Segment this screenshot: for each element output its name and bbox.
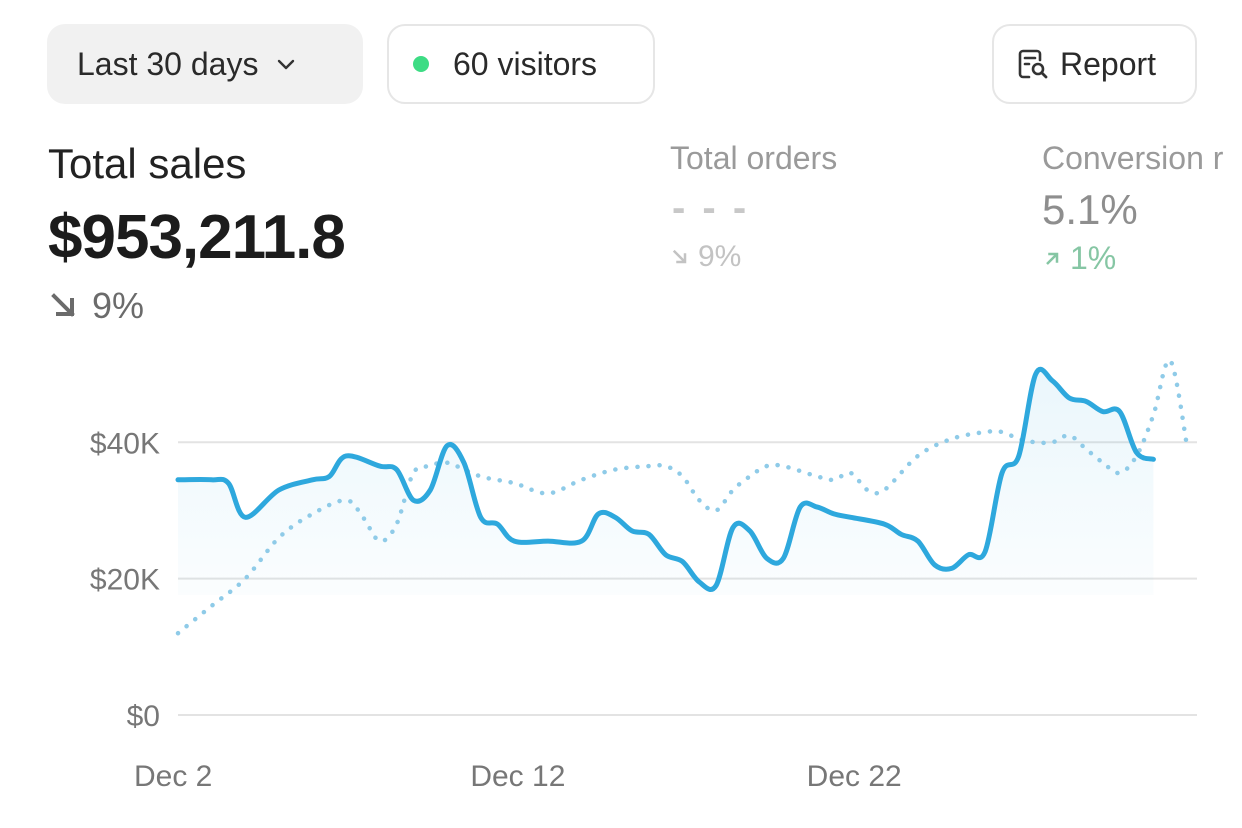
comparison-series-line[interactable] bbox=[175, 358, 1190, 636]
visitors-label: 60 visitors bbox=[453, 45, 598, 82]
metric-conversion-change-value: 1% bbox=[1070, 240, 1117, 276]
metric-total-sales-change-value: 9% bbox=[92, 285, 145, 326]
report-search-icon bbox=[1014, 46, 1050, 82]
metric-total-orders-change-value: 9% bbox=[698, 240, 742, 273]
metric-total-sales-change: 9% bbox=[48, 285, 144, 327]
metric-total-sales-value: $953,211.8 bbox=[48, 203, 346, 272]
metric-total-sales-label[interactable]: Total sales bbox=[48, 140, 247, 187]
date-range-label: Last 30 days bbox=[77, 45, 259, 82]
live-visitors-button[interactable]: 60 visitors bbox=[387, 24, 655, 104]
arrow-down-right-icon bbox=[672, 249, 687, 264]
primary-series-line[interactable] bbox=[175, 366, 1156, 592]
metric-conversion-label[interactable]: Conversion r bbox=[1042, 140, 1224, 176]
y-axis-tick-label: $0 bbox=[127, 700, 160, 733]
sales-line-chart[interactable]: $0 $20K $40K Dec 2 Dec 12 Dec 22 bbox=[0, 340, 1242, 828]
metric-total-orders-label[interactable]: Total orders bbox=[670, 140, 838, 176]
chevron-down-icon bbox=[274, 52, 298, 76]
y-axis-tick-label: $40K bbox=[90, 427, 160, 460]
x-axis-tick-label: Dec 22 bbox=[807, 760, 902, 793]
live-status-dot bbox=[413, 56, 429, 72]
date-range-dropdown[interactable]: Last 30 days bbox=[47, 24, 363, 104]
metric-total-orders-value: - - - bbox=[672, 186, 750, 230]
x-axis-tick-label: Dec 12 bbox=[470, 760, 565, 793]
report-button[interactable]: Report bbox=[992, 24, 1197, 104]
x-axis-tick-label: Dec 2 bbox=[134, 760, 212, 793]
report-label: Report bbox=[1060, 45, 1157, 82]
metric-total-orders-change: 9% bbox=[670, 240, 741, 274]
arrow-up-right-icon bbox=[1046, 252, 1059, 265]
y-axis-tick-label: $20K bbox=[90, 564, 160, 597]
arrow-down-right-icon bbox=[51, 293, 75, 317]
metric-conversion-change: 1% bbox=[1042, 240, 1116, 277]
metric-conversion-value: 5.1% bbox=[1042, 186, 1138, 233]
primary-series-area bbox=[178, 369, 1154, 595]
